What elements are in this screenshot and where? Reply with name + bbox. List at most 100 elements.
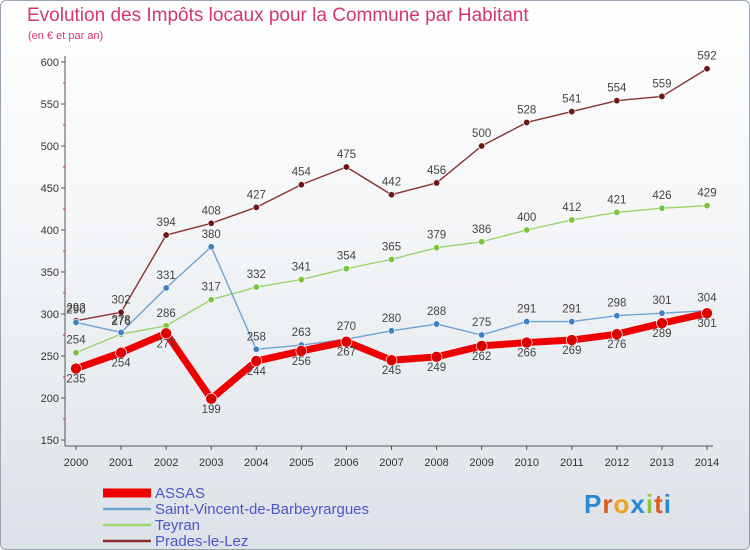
data-label: 408: [202, 205, 221, 217]
data-point: [117, 328, 125, 336]
data-label: 554: [607, 83, 627, 95]
data-label: 592: [697, 51, 716, 63]
logo-letter: x: [630, 489, 646, 519]
data-label: 421: [607, 194, 626, 206]
data-point: [297, 276, 305, 284]
data-label: 317: [202, 282, 221, 294]
data-point: [297, 181, 305, 189]
data-label: 258: [247, 331, 266, 343]
data-point: [387, 191, 395, 199]
y-tick-label: 250: [41, 351, 59, 363]
data-label: 456: [427, 165, 446, 177]
logo-letter: i: [663, 489, 672, 519]
data-label: 302: [111, 294, 130, 306]
data-label: 331: [157, 270, 176, 282]
data-point: [433, 320, 441, 328]
data-label: 254: [66, 335, 86, 347]
x-tick-label: 2012: [605, 457, 629, 469]
data-point: [520, 336, 533, 349]
data-label: 280: [382, 313, 401, 325]
logo-letter: i: [645, 489, 655, 519]
legend-label: Prades-le-Lez: [155, 533, 248, 550]
legend-label: ASSAS: [155, 485, 205, 502]
data-point: [658, 92, 666, 100]
data-label: 380: [202, 229, 221, 241]
logo-letter: P: [584, 489, 603, 519]
data-label: 304: [697, 293, 717, 305]
y-tick-label: 500: [41, 141, 59, 153]
data-point: [72, 318, 80, 326]
data-label: 267: [337, 347, 356, 359]
data-point: [613, 208, 621, 216]
chart-title: Evolution des Impôts locaux pour la Comm…: [27, 5, 529, 26]
logo-letter: t: [654, 489, 664, 519]
x-tick-label: 2009: [469, 457, 493, 469]
x-tick-label: 2003: [199, 457, 223, 469]
data-label: 427: [247, 189, 266, 201]
data-point: [613, 97, 621, 105]
data-point: [475, 340, 488, 352]
data-label: 245: [382, 365, 401, 377]
data-label: 290: [66, 304, 85, 316]
data-point: [342, 163, 350, 171]
data-point: [565, 334, 578, 346]
data-point: [568, 318, 576, 326]
data-point: [342, 265, 350, 273]
data-point: [205, 393, 218, 405]
data-label: 249: [427, 362, 446, 374]
data-label: 256: [292, 356, 311, 368]
data-label: 277: [157, 338, 176, 350]
data-label: 341: [292, 262, 311, 274]
data-point: [478, 331, 486, 339]
data-label: 454: [292, 167, 312, 179]
data-point: [568, 216, 576, 224]
data-label: 426: [652, 190, 671, 202]
data-point: [207, 243, 215, 251]
data-label: 500: [472, 128, 491, 140]
data-label: 429: [697, 188, 716, 200]
y-tick-label: 600: [41, 57, 59, 69]
y-tick-label: 350: [41, 267, 59, 279]
data-point: [115, 346, 127, 359]
data-point: [658, 309, 666, 317]
x-tick-label: 2006: [334, 457, 358, 469]
data-point: [340, 335, 353, 348]
data-point: [117, 308, 125, 316]
data-label: 442: [382, 177, 401, 189]
data-point: [433, 244, 441, 252]
data-label: 332: [247, 269, 266, 281]
data-point: [250, 355, 263, 367]
data-label: 475: [337, 149, 356, 161]
data-point: [478, 142, 486, 150]
x-tick-label: 2013: [650, 457, 674, 469]
data-label: 275: [472, 317, 491, 329]
data-label: 289: [652, 328, 671, 340]
data-label: 400: [517, 212, 536, 224]
data-label: 254: [111, 358, 131, 370]
data-point: [703, 65, 711, 73]
x-tick-label: 2014: [695, 457, 719, 469]
y-tick-label: 400: [41, 225, 59, 237]
data-label: 199: [202, 404, 221, 416]
data-label: 269: [562, 345, 581, 357]
x-tick-label: 2000: [64, 457, 88, 469]
logo-letter: r: [602, 489, 614, 519]
data-point: [478, 238, 486, 246]
data-point: [613, 312, 621, 320]
data-label: 354: [337, 251, 357, 263]
data-point: [385, 354, 398, 367]
x-tick-label: 2002: [154, 457, 178, 469]
data-point: [295, 345, 308, 357]
data-point: [162, 284, 170, 292]
legend-label: Saint-Vincent-de-Barbeyrargues: [155, 501, 369, 518]
y-tick-label: 550: [41, 99, 59, 111]
data-label: 291: [517, 304, 536, 316]
data-label: 270: [337, 321, 356, 333]
data-label: 386: [472, 224, 491, 236]
data-point: [387, 255, 395, 263]
data-label: 276: [607, 339, 626, 351]
data-label: 298: [607, 298, 626, 310]
data-point: [160, 327, 172, 340]
data-label: 301: [652, 295, 671, 307]
data-point: [430, 351, 443, 363]
